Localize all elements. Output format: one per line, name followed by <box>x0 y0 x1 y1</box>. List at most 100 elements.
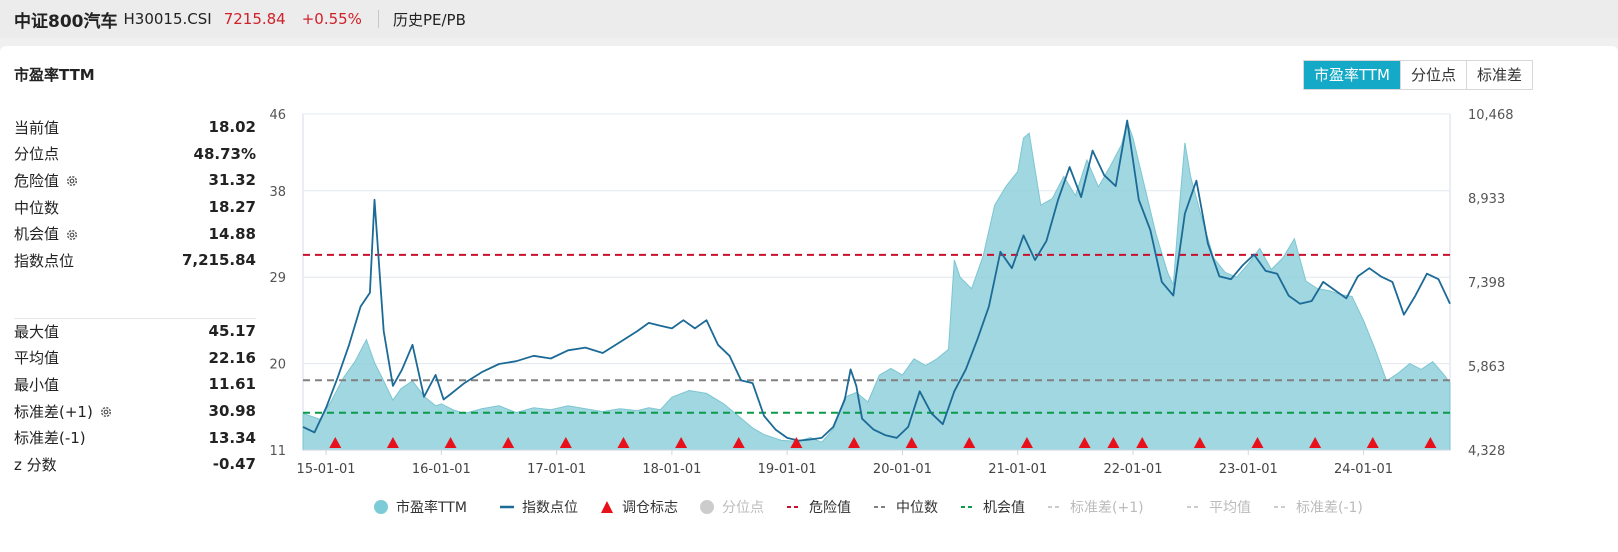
legend-triangle-icon <box>601 501 613 513</box>
stat-row: z 分数 -0.47 <box>14 451 256 478</box>
legend-label[interactable]: 市盈率TTM <box>396 499 467 516</box>
tab-history-pe-pb[interactable]: 历史PE/PB <box>392 10 466 29</box>
rebalance-marker <box>1078 437 1091 448</box>
pe-ttm-area <box>302 119 1451 451</box>
stat-label: 标准差(-1) <box>14 427 86 448</box>
std-dev-button[interactable]: 标准差 <box>1467 61 1533 89</box>
y-right-tick: 10,468 <box>1468 108 1514 123</box>
index-line <box>302 119 1451 442</box>
y-left-tick: 29 <box>269 271 286 286</box>
x-tick-label: 17-01-01 <box>527 462 586 477</box>
legend-label[interactable]: 平均值 <box>1209 500 1251 516</box>
gear-icon[interactable] <box>65 174 79 188</box>
stat-label-text: 当前值 <box>14 118 60 137</box>
x-tick-label: 19-01-01 <box>758 462 817 477</box>
rebalance-marker <box>444 437 457 448</box>
stat-label-text: 最小值 <box>14 375 60 394</box>
stats-divider <box>14 318 256 319</box>
stat-label-text: z 分数 <box>14 455 57 474</box>
rebalance-marker <box>848 437 861 448</box>
rebalance-marker <box>502 437 515 448</box>
y-right-tick: 7,398 <box>1468 276 1505 291</box>
stat-value: 30.98 <box>208 402 256 421</box>
gear-icon[interactable] <box>99 405 113 419</box>
legend-dot-icon <box>374 500 388 514</box>
y-left-tick: 46 <box>269 108 286 123</box>
stat-label-text: 危险值 <box>14 171 60 190</box>
stat-value: 45.17 <box>208 322 256 341</box>
stats-top: 当前值 18.02 分位点 48.73% 危险值 31.32 中位数 18.27 机会值 14.8… <box>14 114 256 274</box>
index-name: 中证800汽车 <box>14 11 118 32</box>
rebalance-marker <box>1424 437 1437 448</box>
rebalance-marker <box>1136 437 1149 448</box>
stat-label: 机会值 <box>14 223 79 244</box>
legend-label[interactable]: 分位点 <box>722 500 764 516</box>
legend-label[interactable]: 机会值 <box>983 500 1025 516</box>
rebalance-marker <box>1107 437 1120 448</box>
y-left-tick: 20 <box>269 358 286 373</box>
header-divider <box>377 10 379 28</box>
legend-label[interactable]: 调仓标志 <box>622 500 678 516</box>
stat-label: 危险值 <box>14 170 79 191</box>
stat-label: z 分数 <box>14 454 57 475</box>
stat-row: 分位点 48.73% <box>14 141 256 168</box>
stat-label: 平均值 <box>14 347 59 368</box>
stat-label: 指数点位 <box>14 250 74 271</box>
stat-value: 18.02 <box>208 118 256 137</box>
x-tick-label: 21-01-01 <box>988 462 1047 477</box>
rebalance-marker <box>1251 437 1264 448</box>
stat-label-text: 中位数 <box>14 198 60 217</box>
percentile-button[interactable]: 分位点 <box>1401 61 1468 89</box>
stat-row: 标准差(+1) 30.98 <box>14 398 256 425</box>
x-tick-label: 23-01-01 <box>1219 462 1278 477</box>
legend-label[interactable]: 标准差(+1) <box>1070 500 1144 516</box>
x-tick-label: 24-01-01 <box>1334 462 1393 477</box>
stat-row: 平均值 22.16 <box>14 345 256 372</box>
rebalance-marker <box>386 437 399 448</box>
y-right-tick: 4,328 <box>1468 444 1505 459</box>
header-bar: 中证800汽车 H30015.CSI 7215.84 +0.55% 历史PE/P… <box>0 0 1618 38</box>
index-code: H30015.CSI <box>123 10 212 28</box>
stat-label-text: 平均值 <box>14 349 60 368</box>
stat-label-text: 标准差(-1) <box>14 429 86 448</box>
stat-row: 标准差(-1) 13.34 <box>14 424 256 451</box>
stats-bottom: 最大值 45.17 平均值 22.16 最小值 11.61 标准差(+1) 30.98 标准差(… <box>14 318 256 478</box>
index-change: +0.55% <box>301 10 362 28</box>
stat-value: 14.88 <box>208 224 256 243</box>
stat-value: 7,215.84 <box>181 251 256 270</box>
panel-title: 市盈率TTM <box>14 66 95 84</box>
chart-panel: 市盈率TTM 市盈率TTM 分位点 标准差 当前值 18.02 分位点 48.73% 危… <box>0 46 1618 552</box>
gear-icon[interactable] <box>65 228 79 242</box>
rebalance-marker <box>905 437 918 448</box>
stat-label-text: 机会值 <box>14 225 60 244</box>
stat-label-text: 分位点 <box>14 145 60 164</box>
y-left-tick: 38 <box>269 185 286 200</box>
pe-ttm-button[interactable]: 市盈率TTM <box>1304 61 1402 89</box>
rebalance-marker <box>329 437 342 448</box>
rebalance-marker <box>617 437 630 448</box>
stat-row: 中位数 18.27 <box>14 194 256 221</box>
y-left-tick: 11 <box>269 444 286 459</box>
x-tick-label: 16-01-01 <box>412 462 471 477</box>
pe-chart: 11 20 29 38 46 4,328 5,863 7,398 8,933 10,468 15-0… <box>269 108 1514 516</box>
stat-label: 最小值 <box>14 374 59 395</box>
legend-label[interactable]: 指数点位 <box>522 500 578 516</box>
stat-row: 当前值 18.02 <box>14 114 256 141</box>
rebalance-marker <box>790 437 803 448</box>
stat-row: 机会值 14.88 <box>14 220 256 247</box>
rebalance-marker <box>559 437 572 448</box>
stat-value: -0.47 <box>212 455 256 474</box>
legend-label[interactable]: 危险值 <box>809 500 851 516</box>
stat-value: 18.27 <box>208 198 256 217</box>
rebalance-marker <box>1366 437 1379 448</box>
stat-value: 11.61 <box>208 375 256 394</box>
metric-toggle: 市盈率TTM 分位点 标准差 <box>1303 60 1534 90</box>
stat-label: 最大值 <box>14 321 59 342</box>
stat-value: 22.16 <box>208 348 256 367</box>
stat-value: 13.34 <box>208 428 256 447</box>
legend-label[interactable]: 中位数 <box>896 500 938 516</box>
x-tick-label: 20-01-01 <box>873 462 932 477</box>
stat-label-text: 指数点位 <box>14 251 75 270</box>
legend-label[interactable]: 标准差(-1) <box>1296 500 1363 516</box>
rebalance-marker <box>1309 437 1322 448</box>
